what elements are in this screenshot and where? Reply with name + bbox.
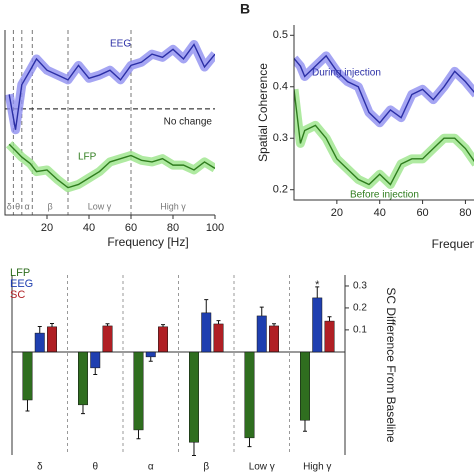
error-bar: [25, 399, 30, 412]
x-tick-label: 80: [459, 207, 471, 219]
error-bar: [272, 323, 277, 326]
error-bar: [50, 323, 55, 327]
x-tick-label: 60: [416, 207, 428, 219]
axis: [4, 30, 215, 216]
error-bar: [161, 324, 166, 327]
x-tick-label: High γ: [303, 462, 331, 473]
error-bar: [204, 299, 209, 313]
bar: [158, 326, 168, 353]
bar: [269, 325, 279, 353]
panel-label: B: [240, 1, 250, 17]
y2-tick-label: 0.1: [353, 325, 367, 336]
annotation: *: [315, 279, 320, 291]
x-tick-label: 40: [374, 207, 386, 219]
y2-tick-label: 0.3: [353, 281, 367, 292]
x-tick-label: 20: [41, 222, 53, 234]
legend-label: SC: [10, 289, 25, 301]
plot-area: [294, 51, 474, 190]
error-bar: [105, 323, 110, 326]
bar: [47, 326, 57, 353]
x-axis-label: Frequency [Hz]: [107, 235, 188, 249]
bar: [213, 323, 224, 353]
series-line: [8, 143, 215, 189]
band-label: θ: [15, 201, 20, 211]
error-bar: [247, 437, 252, 448]
error-bar: [191, 442, 196, 456]
error-bar: [216, 320, 221, 324]
series-line: [8, 43, 215, 130]
band-label: β: [48, 201, 53, 211]
x-tick-label: 80: [167, 222, 179, 234]
y-tick-label: 0.4: [273, 81, 288, 93]
bar: [102, 325, 113, 353]
x-tick-label: 60: [125, 222, 137, 234]
x-tick-label: Low γ: [249, 462, 275, 473]
series-line: [294, 89, 474, 186]
series-label: Before injection: [350, 190, 419, 201]
band-label: Low γ: [88, 201, 112, 211]
x-tick-label: 100: [206, 222, 224, 234]
bar: [189, 351, 199, 443]
x-tick-label: 40: [83, 222, 95, 234]
y-tick-label: 0.3: [273, 132, 288, 144]
plot-area: [5, 30, 215, 215]
y2-tick-label: 0.2: [353, 303, 367, 314]
y-tick-label: 0.2: [273, 184, 288, 196]
error-bar: [148, 356, 153, 362]
bar: [145, 351, 156, 358]
bar: [133, 351, 144, 431]
x-tick-label: α: [148, 462, 154, 473]
bar: [244, 351, 255, 439]
legend-label: EEG: [10, 278, 33, 290]
error-bar: [37, 325, 42, 334]
series-band: [294, 88, 474, 190]
x-tick-label: β: [203, 462, 209, 473]
x-tick-label: 20: [331, 207, 343, 219]
reference-label: No change: [164, 116, 213, 127]
error-bar: [327, 316, 332, 322]
series-label: EEG: [110, 39, 131, 50]
series-label: During injection: [312, 68, 381, 79]
band-label: High γ: [160, 201, 186, 211]
series-band: [294, 51, 474, 128]
series-label: LFP: [78, 152, 97, 163]
series-line: [294, 54, 474, 124]
bar: [78, 351, 88, 406]
error-bar: [93, 367, 98, 375]
error-bar: [302, 420, 307, 432]
axis: [293, 25, 474, 201]
y2-axis-label: SC Difference From Baseline: [384, 287, 398, 443]
bar: [312, 297, 323, 353]
band-label: α: [24, 201, 29, 211]
error-bar: [80, 404, 85, 415]
bar: [90, 351, 101, 369]
bar: [300, 351, 310, 421]
error-bar: [315, 286, 320, 298]
bar: [324, 320, 335, 353]
x-tick-label: δ: [37, 462, 43, 473]
error-bar: [136, 429, 141, 440]
bar: [256, 315, 267, 353]
x-tick-label: θ: [92, 462, 98, 473]
error-bar: [259, 306, 264, 316]
bar: [201, 312, 212, 353]
legend-label: LFP: [10, 267, 30, 279]
bar: [22, 351, 33, 401]
bar: [34, 332, 45, 353]
band-label: δ: [7, 201, 12, 211]
y-tick-label: 0.5: [273, 29, 288, 41]
y-axis-label: Spatial Coherence: [256, 63, 270, 162]
x-axis-label: Frequency: [432, 237, 474, 251]
